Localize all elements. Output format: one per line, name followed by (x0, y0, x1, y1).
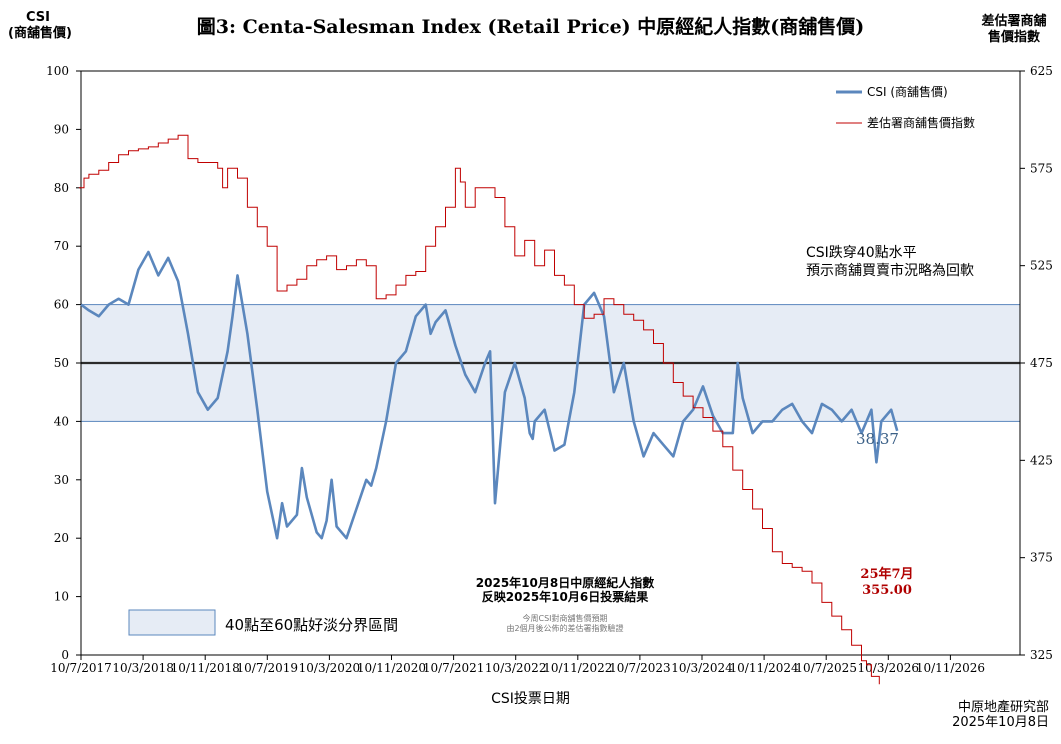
y-right-tick-label: 325 (1030, 648, 1053, 662)
y-left-tick-label: 30 (54, 473, 69, 487)
x-tick-label: 10/7/2023 (609, 661, 671, 675)
footer-date: 2025年10月8日 (952, 715, 1049, 730)
index-last-value: 355.00 (862, 583, 912, 598)
axes-layer: 0 10 20 30 40 50 60 70 80 90 100 325 375 425 475 525 575… (46, 64, 1053, 675)
vote-note-line: 2025年10月8日中原經紀人指數 (475, 576, 655, 590)
x-axis-title: CSI投票日期 (491, 691, 570, 707)
right-axis-title-line: 差估署商舖 (981, 14, 1047, 29)
y-left-tick-label: 40 (54, 414, 69, 428)
csi-last-value-label: 38.37 (856, 430, 899, 448)
vote-note: 2025年10月8日中原經紀人指數 反映2025年10月6日投票結果 (470, 576, 660, 604)
left-axis-title-line: CSI (26, 10, 50, 25)
x-tick-label: 10/7/2021 (423, 661, 485, 675)
x-tick-label: 10/3/2020 (299, 661, 361, 675)
left-axis-title-line: (商舖售價) (8, 26, 72, 41)
vote-small-note-line: 今周CSI對商舖售價預期 (522, 614, 608, 623)
footer-source: 中原地產研究部 (957, 700, 1049, 715)
x-tick-label: 10/11/2020 (357, 661, 426, 675)
right-axis-title-line: 售價指數 (987, 30, 1040, 45)
y-left-tick-label: 80 (54, 181, 69, 195)
x-tick-label: 10/7/2017 (50, 661, 112, 675)
y-right-tick-label: 625 (1030, 64, 1053, 78)
left-axis-title: CSI (商舖售價) (8, 10, 72, 42)
index-line (79, 134, 880, 685)
x-tick-label: 10/11/2026 (916, 661, 985, 675)
vote-note-line: 反映2025年10月6日投票結果 (481, 590, 649, 604)
legend-index-label: 差估署商舖售價指數 (867, 115, 975, 130)
series-layer (79, 134, 899, 685)
y-left-tick-label: 100 (46, 64, 69, 78)
x-tick-label: 10/7/2025 (795, 661, 857, 675)
callout-line: 預示商舖買賣市況略為回軟 (806, 263, 974, 279)
x-tick-label: 10/3/2018 (112, 661, 174, 675)
x-tick-label: 10/11/2024 (730, 661, 800, 675)
y-right-tick-label: 575 (1030, 161, 1053, 175)
right-axis-title: 差估署商舖 售價指數 (968, 14, 1060, 46)
x-tick-label: 10/11/2022 (543, 661, 612, 675)
legend-csi-label: CSI (商舖售價) (867, 84, 948, 99)
y-right-tick-label: 375 (1030, 551, 1053, 565)
y-left-tick-label: 0 (61, 648, 69, 662)
csi-line (80, 250, 899, 540)
y-right-tick-label: 475 (1030, 356, 1053, 370)
footer-credit: 中原地產研究部 2025年10月8日 (952, 700, 1049, 730)
y-left-tick-label: 50 (54, 356, 69, 370)
x-tick-label: 10/3/2026 (858, 661, 920, 675)
y-left-tick-label: 60 (54, 298, 69, 312)
callout-line: CSI跌穿40點水平 (806, 245, 917, 261)
index-last-date: 25年7月 (860, 567, 914, 582)
y-left-tick-label: 20 (54, 531, 69, 545)
chart-title: 圖3: Centa-Salesman Index (Retail Price) … (196, 16, 865, 38)
x-tick-label: 10/11/2018 (171, 661, 240, 675)
callout-annotation: CSI跌穿40點水平 預示商舖買賣市況略為回軟 (806, 244, 974, 280)
y-left-tick-label: 10 (54, 590, 69, 604)
vote-small-note: 今周CSI對商舖售價預期 由2個月後公佈的差估署指數驗證 (470, 614, 660, 634)
index-last-value-label: 25年7月 355.00 (852, 567, 922, 599)
x-tick-label: 10/7/2019 (237, 661, 299, 675)
y-right-tick-label: 425 (1030, 453, 1053, 467)
band-legend-label: 40點至60點好淡分界區間 (225, 616, 399, 634)
y-left-tick-label: 90 (54, 122, 69, 136)
legend: CSI (商舖售價) 差估署商舖售價指數 (128, 84, 975, 636)
x-tick-label: 10/3/2024 (671, 661, 733, 675)
y-left-tick-label: 70 (54, 239, 69, 253)
y-right-tick-label: 525 (1030, 259, 1053, 273)
band-layer (80, 304, 1021, 422)
x-tick-label: 10/3/2022 (485, 661, 547, 675)
vote-small-note-line: 由2個月後公佈的差估署指數驗證 (506, 624, 624, 633)
band-legend-swatch (128, 609, 216, 636)
